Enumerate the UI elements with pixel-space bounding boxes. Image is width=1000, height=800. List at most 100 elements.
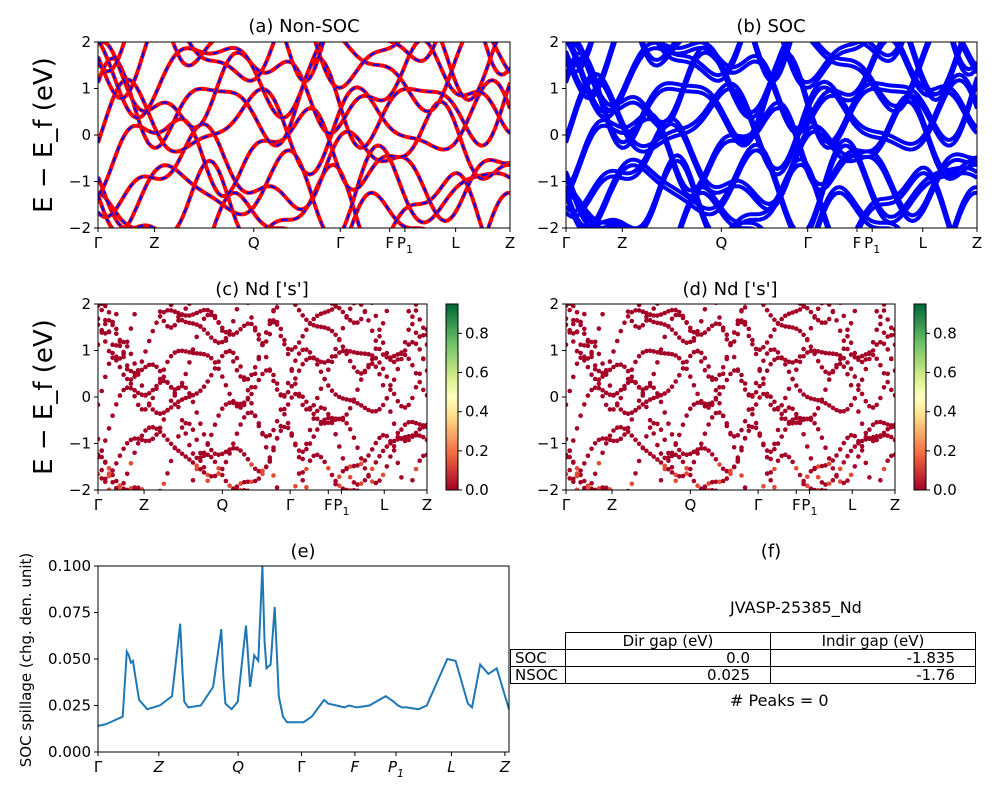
projected-band-dot	[892, 393, 895, 398]
projected-band-dot	[775, 407, 781, 412]
projected-band-dot	[329, 472, 335, 478]
projected-band-dot	[585, 483, 591, 489]
projected-band-dot	[571, 317, 576, 323]
projected-band-dot	[296, 448, 302, 453]
projected-band-dot	[673, 379, 678, 384]
projected-band-dot	[699, 446, 704, 451]
projected-band-dot	[318, 359, 324, 365]
projected-band-dot	[300, 394, 306, 400]
projected-band-dot	[293, 484, 298, 489]
projected-band-dot	[406, 434, 412, 439]
projected-band-dot	[662, 437, 667, 443]
projected-band-dot	[735, 318, 741, 323]
projected-band-dot	[889, 434, 894, 440]
projected-band-dot	[779, 316, 784, 322]
colorbar-tick-label: 0.6	[465, 364, 489, 382]
projected-band-dot	[625, 309, 631, 314]
projected-band-dot	[768, 347, 773, 353]
projected-band-dot	[731, 464, 737, 470]
projected-band-dot	[566, 455, 569, 460]
projected-band-dot	[289, 395, 295, 400]
projected-band-dot	[702, 403, 708, 409]
projected-band-dot	[567, 307, 572, 313]
projected-band-dot	[684, 466, 689, 471]
projected-band-dot	[143, 393, 148, 398]
projected-band-dot	[746, 333, 752, 339]
projected-band-dot	[867, 436, 872, 442]
projected-band-dot	[421, 387, 426, 393]
projected-band-dot	[307, 355, 313, 361]
projected-band-dot	[311, 355, 317, 361]
projected-band-dot	[761, 391, 766, 397]
projected-band-dot	[351, 463, 357, 469]
projected-band-dot	[355, 463, 360, 468]
panel-f-title: (f)	[761, 541, 781, 562]
projected-band-dot	[717, 315, 722, 320]
projected-band-dot	[607, 392, 613, 398]
projected-band-dot	[395, 357, 401, 362]
projected-band-dot	[651, 313, 656, 318]
panel-d-frame	[565, 303, 896, 491]
projected-band-dot	[669, 450, 675, 456]
projected-band-dot	[578, 355, 583, 361]
projected-band-dot	[136, 298, 141, 303]
projected-band-dot	[592, 363, 598, 368]
projected-band-dot	[622, 516, 627, 521]
projected-band-dot	[315, 511, 320, 516]
projected-band-dot	[790, 417, 795, 423]
projected-band-dot	[263, 330, 269, 335]
projected-band-dot	[633, 324, 638, 329]
projected-band-dot	[750, 424, 755, 430]
projected-band-dot	[673, 472, 678, 478]
projected-band-dot	[257, 500, 262, 505]
projected-band-dot	[571, 331, 576, 336]
projected-band-dot	[776, 498, 781, 503]
projected-band-dot	[764, 351, 770, 356]
projected-band-dot	[151, 270, 156, 275]
projected-band-dot	[808, 344, 814, 350]
projected-band-dot	[146, 403, 152, 408]
projected-band-dot	[278, 428, 284, 434]
projected-band-dot	[596, 381, 602, 387]
projected-band-dot	[592, 344, 598, 349]
projected-band-dot	[611, 393, 616, 398]
projected-band-dot	[845, 360, 850, 365]
projected-band-dot	[691, 459, 697, 465]
projected-band-dot	[596, 326, 602, 331]
projected-band-dot	[330, 490, 335, 495]
projected-band-dot	[358, 304, 364, 307]
projected-band-dot	[772, 407, 777, 412]
projected-band-dot	[183, 319, 188, 325]
projected-band-dot	[757, 347, 762, 353]
projected-band-dot	[198, 421, 203, 427]
projected-band-dot	[326, 367, 331, 373]
projected-band-dot	[574, 348, 580, 354]
projected-band-dot	[154, 426, 159, 432]
projected-band-dot	[99, 448, 104, 454]
soc-band	[566, 158, 952, 228]
projected-band-dot	[600, 485, 605, 490]
projected-band-dot	[392, 252, 397, 257]
projected-band-dot	[172, 402, 178, 407]
projected-band-dot	[274, 322, 280, 327]
projected-band-dot	[165, 324, 170, 329]
projected-band-dot	[329, 419, 335, 424]
projected-band-dot	[863, 352, 869, 357]
projected-band-dot	[351, 304, 357, 306]
projected-band-dot	[709, 377, 715, 383]
projected-band-dot	[395, 398, 401, 404]
projected-band-dot	[347, 464, 353, 469]
projected-band-dot	[889, 387, 894, 393]
spillage-xtick-label: Q	[232, 758, 244, 776]
projected-band-dot	[202, 291, 207, 296]
projected-band-dot	[205, 353, 210, 358]
projected-band-dot	[377, 435, 382, 441]
panel-c-xtick-label: Q	[216, 496, 228, 514]
projected-band-dot	[856, 441, 861, 446]
colorbar-c	[445, 303, 459, 491]
projected-band-dot	[124, 385, 130, 391]
projected-band-dot	[893, 281, 898, 286]
projected-band-dot	[124, 376, 130, 382]
projected-band-dot	[326, 420, 331, 426]
projected-band-dot	[388, 383, 393, 388]
